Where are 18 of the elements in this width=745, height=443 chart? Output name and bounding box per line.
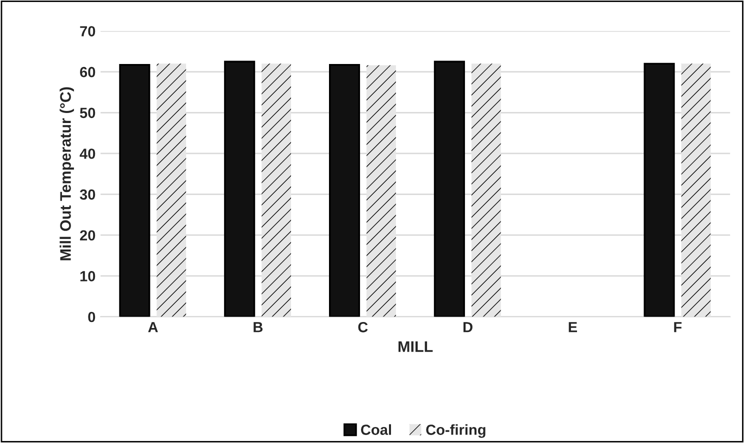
y-tick-label: 0 — [88, 312, 96, 322]
x-tick-label: F — [674, 322, 682, 332]
y-tick-label: 50 — [80, 108, 96, 118]
x-tick-label: C — [358, 322, 368, 332]
y-tick-label: 70 — [80, 26, 96, 36]
y-tick-label: 60 — [80, 66, 96, 78]
x-tick-label: A — [148, 322, 158, 332]
y-tick-label: 20 — [80, 230, 96, 241]
legend-label: Coal — [361, 424, 391, 435]
x-tick-label: D — [464, 322, 472, 332]
x-tick-label: B — [254, 322, 263, 332]
y-tick-label: 40 — [80, 148, 96, 159]
y-axis-title: Mill Out Temperatur (°C) — [60, 87, 74, 260]
y-tick-label: 10 — [80, 271, 96, 282]
legend-label: Co-firing — [426, 424, 486, 438]
x-tick-label: E — [568, 322, 578, 332]
y-tick-label: 30 — [80, 189, 96, 200]
x-axis-title: MILL — [398, 341, 433, 352]
